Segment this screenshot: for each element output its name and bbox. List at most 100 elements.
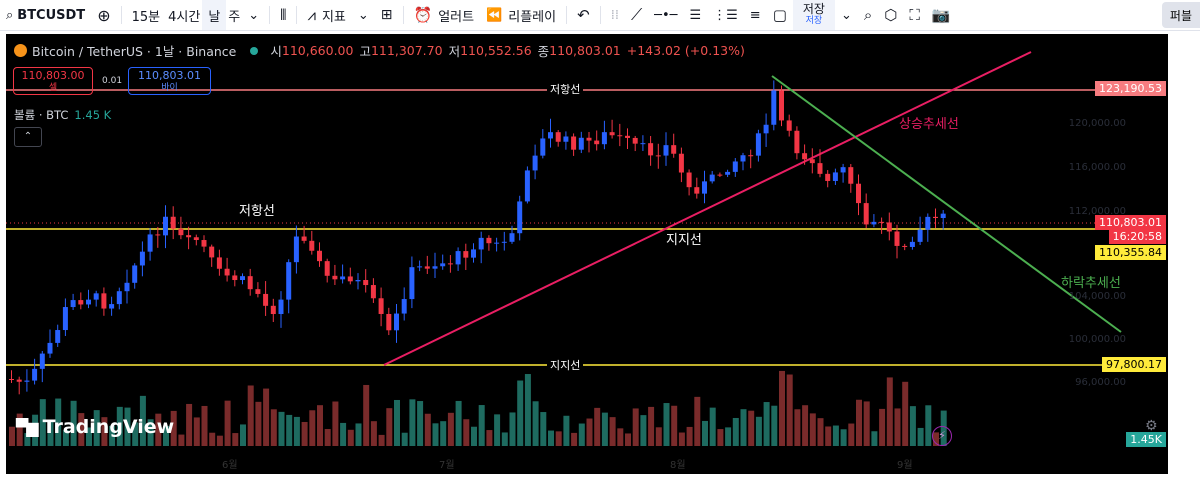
horizontal-ray-icon: ─•─: [654, 7, 678, 23]
candle-body: [709, 174, 715, 182]
candle-body: [655, 155, 661, 157]
candle-body: [163, 216, 168, 236]
spread-value: 0.01: [102, 76, 123, 86]
volume-bar: [586, 418, 593, 446]
volume-bar: [370, 421, 377, 446]
compare-button[interactable]: ⊕: [91, 0, 116, 30]
interval-4h[interactable]: 4시간: [166, 0, 202, 30]
volume-bar: [409, 399, 416, 446]
volume-bar: [478, 405, 485, 446]
downtrend-line[interactable]: [771, 75, 1122, 333]
save-dropdown[interactable]: ⌄: [835, 0, 858, 30]
sell-label: 셀: [48, 83, 58, 93]
chart-canvas[interactable]: [6, 34, 1168, 474]
candle-body: [32, 368, 38, 381]
legend-title[interactable]: Bitcoin / TetherUS · 1날 · Binance: [32, 44, 237, 59]
interval-label: 주: [228, 9, 241, 25]
volume-bar: [856, 399, 862, 446]
candle-body: [193, 237, 199, 241]
indicators-button[interactable]: ⩘ 지표: [301, 0, 351, 30]
volume-bar: [232, 433, 239, 446]
volume-bar: [601, 412, 608, 446]
rectangle-icon: ▢: [772, 6, 787, 24]
volume-bar: [317, 405, 323, 446]
buy-button[interactable]: 110,803.01 바이: [128, 67, 211, 95]
volume-bar: [394, 399, 400, 446]
tradingview-logo[interactable]: ▀▆ TradingView: [16, 416, 174, 438]
candle-body: [93, 293, 99, 300]
support-label-low[interactable]: 지지선: [547, 357, 584, 373]
high-value: 111,307.70: [370, 43, 443, 58]
downtrend-label[interactable]: 하락추세선: [1061, 276, 1121, 291]
close-value: 110,803.01: [549, 43, 621, 58]
candle-body: [16, 379, 22, 382]
volume-bar: [694, 396, 701, 446]
uptrend-label[interactable]: 상승추세선: [899, 117, 959, 132]
candle-body: [517, 201, 523, 234]
volume-bar: [417, 401, 424, 446]
volume-bar: [740, 409, 747, 446]
layouts-button[interactable]: ⊞: [375, 0, 399, 30]
interval-label: 15분: [131, 9, 161, 25]
parallel-channel-tool[interactable]: ☰: [683, 0, 707, 30]
volume-bar: [486, 430, 493, 446]
support-label-mid[interactable]: 지지선: [666, 233, 702, 248]
candle-body: [286, 262, 292, 300]
open-label: 시: [270, 44, 282, 59]
replay-button[interactable]: ⏪ 리플레이: [480, 0, 562, 30]
undo-button[interactable]: ↶: [571, 0, 596, 30]
candle-body: [825, 173, 831, 181]
interval-dropdown[interactable]: ⌄: [242, 0, 265, 30]
interval-15m[interactable]: 15분: [126, 0, 167, 30]
candle-body: [809, 159, 815, 164]
candle-body: [155, 234, 161, 236]
chart-settings-icon[interactable]: ⚙: [1145, 418, 1158, 434]
trend-line-icon: ⟋: [630, 5, 643, 24]
snapshot-button[interactable]: 📷: [926, 0, 957, 30]
volume-legend[interactable]: 볼륨 · BTC 1.45 K: [14, 107, 111, 123]
settings-button[interactable]: ⬡: [878, 0, 903, 30]
channel-icon: ☰: [689, 7, 702, 23]
fib-retracement-icon: ≡: [749, 7, 761, 23]
candle-body: [186, 235, 192, 238]
candle-body: [478, 237, 484, 250]
candle-body: [794, 130, 800, 154]
pitchfork-tool[interactable]: ⋮☰: [707, 0, 744, 30]
fib-tool[interactable]: ≡: [744, 0, 767, 30]
interval-1d[interactable]: 날: [202, 0, 227, 30]
candle-body: [848, 167, 854, 184]
chart-type-button[interactable]: ⫴: [274, 0, 292, 30]
candle-body: [917, 229, 923, 242]
rectangle-tool[interactable]: ▢: [767, 0, 793, 30]
volume-bar: [216, 435, 223, 446]
alert-button[interactable]: ⏰ 얼러트: [408, 0, 481, 30]
fullscreen-button[interactable]: ⛶: [903, 0, 926, 30]
symbol-search[interactable]: ⌕ BTCUSDT: [0, 0, 91, 30]
sell-button[interactable]: 110,803.00 셀: [13, 67, 93, 95]
volume-bar: [447, 412, 454, 446]
candle-body: [78, 300, 84, 305]
horizontal-ray-tool[interactable]: ─•─: [648, 0, 683, 30]
open-value: 110,660.00: [281, 43, 354, 58]
trend-line-tool[interactable]: ⟋: [625, 0, 648, 30]
collapse-legend-button[interactable]: ⌃: [14, 127, 42, 147]
volume-bar: [278, 411, 285, 446]
volume-bar: [879, 408, 886, 446]
drag-handle[interactable]: ⁞⁞: [605, 0, 625, 30]
market-status-icon[interactable]: [250, 46, 259, 55]
volume-bar: [517, 380, 524, 446]
volume-bar: [101, 417, 108, 446]
quick-search-button[interactable]: ⌕: [858, 0, 878, 30]
chart-pane[interactable]: Bitcoin / TetherUS · 1날 · Binance 시 110,6…: [6, 34, 1168, 474]
uptrend-line[interactable]: [383, 51, 1032, 366]
volume-bar: [655, 427, 662, 446]
interval-1w[interactable]: 주: [226, 0, 242, 30]
volume-title: 볼륨 · BTC: [14, 108, 69, 122]
save-button[interactable]: 저장 저장: [792, 0, 835, 30]
resistance-label-top[interactable]: 저항선: [547, 81, 584, 97]
candle-body: [232, 275, 238, 281]
publish-button[interactable]: 퍼블: [1161, 2, 1200, 28]
indicators-dropdown[interactable]: ⌄: [352, 0, 375, 30]
flash-icon[interactable]: ⚡: [932, 426, 952, 446]
resistance-label-mid[interactable]: 저항선: [239, 204, 275, 219]
